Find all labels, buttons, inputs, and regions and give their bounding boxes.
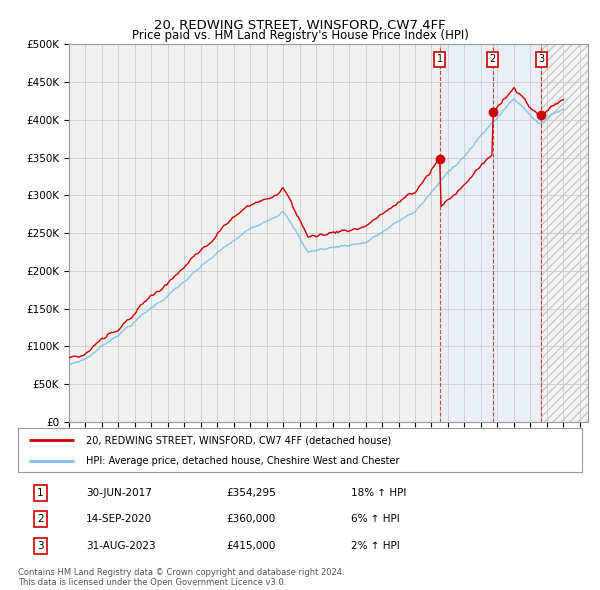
Text: 31-AUG-2023: 31-AUG-2023 [86, 541, 155, 550]
Text: 20, REDWING STREET, WINSFORD, CW7 4FF (detached house): 20, REDWING STREET, WINSFORD, CW7 4FF (d… [86, 435, 391, 445]
Text: HPI: Average price, detached house, Cheshire West and Chester: HPI: Average price, detached house, Ches… [86, 456, 399, 466]
Text: Price paid vs. HM Land Registry's House Price Index (HPI): Price paid vs. HM Land Registry's House … [131, 30, 469, 42]
Text: 30-JUN-2017: 30-JUN-2017 [86, 488, 152, 497]
Text: 3: 3 [37, 541, 44, 550]
Text: 3: 3 [538, 54, 544, 64]
Text: £415,000: £415,000 [227, 541, 276, 550]
Bar [541, 44, 600, 422]
Bar [440, 44, 541, 422]
Bar [541, 44, 600, 422]
Text: 2: 2 [490, 54, 496, 64]
Text: 18% ↑ HPI: 18% ↑ HPI [351, 488, 406, 497]
Text: 1: 1 [37, 488, 44, 497]
FancyBboxPatch shape [18, 428, 582, 472]
Text: 1: 1 [437, 54, 443, 64]
Text: 2% ↑ HPI: 2% ↑ HPI [351, 541, 400, 550]
Text: 6% ↑ HPI: 6% ↑ HPI [351, 514, 400, 524]
Text: Contains HM Land Registry data © Crown copyright and database right 2024.
This d: Contains HM Land Registry data © Crown c… [18, 568, 344, 587]
Text: 2: 2 [37, 514, 44, 524]
Text: £360,000: £360,000 [227, 514, 276, 524]
Text: 14-SEP-2020: 14-SEP-2020 [86, 514, 152, 524]
Text: £354,295: £354,295 [227, 488, 277, 497]
Text: 20, REDWING STREET, WINSFORD, CW7 4FF: 20, REDWING STREET, WINSFORD, CW7 4FF [154, 19, 446, 32]
